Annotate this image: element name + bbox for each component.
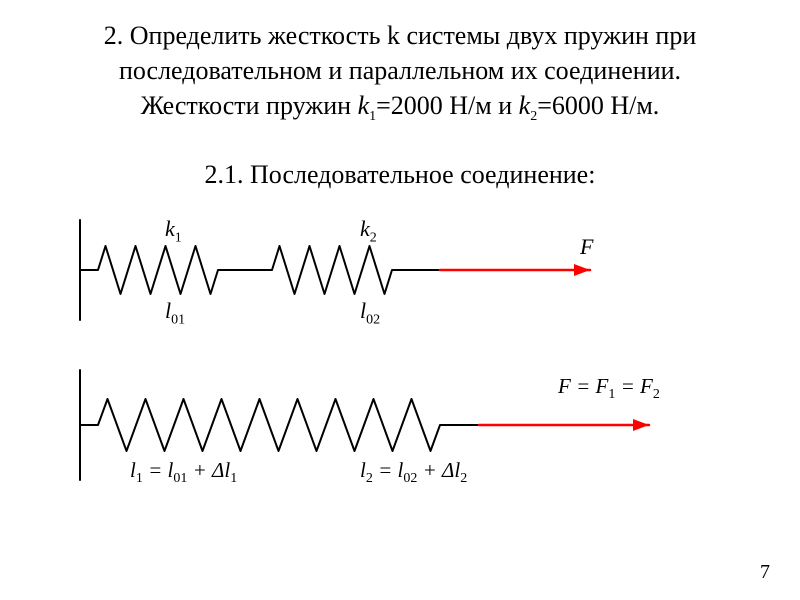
diagram-area: k1 k2 F l01 l02 F = F1 = F2 l1 = l01 + Δ… [60,210,740,540]
page-number: 7 [760,561,770,584]
label-F-eq: F = F1 = F2 [558,374,660,403]
label-F-top: F [580,234,593,260]
title-line-2: последовательном и параллельном их соеди… [40,53,760,88]
label-k1: k1 [165,216,182,246]
label-l1-eq: l1 = l01 + Δl1 [130,458,237,487]
title-line-1: 2. Определить жесткость k системы двух п… [40,18,760,53]
label-l2-eq: l2 = l02 + Δl2 [360,458,467,487]
label-l02: l02 [360,298,380,328]
problem-title: 2. Определить жесткость k системы двух п… [40,18,760,127]
label-k2: k2 [360,216,377,246]
label-l01: l01 [165,298,185,328]
title-line-3: Жесткости пружин k1=2000 Н/м и k2=6000 Н… [40,88,760,127]
section-subtitle: 2.1. Последовательное соединение: [40,160,760,190]
